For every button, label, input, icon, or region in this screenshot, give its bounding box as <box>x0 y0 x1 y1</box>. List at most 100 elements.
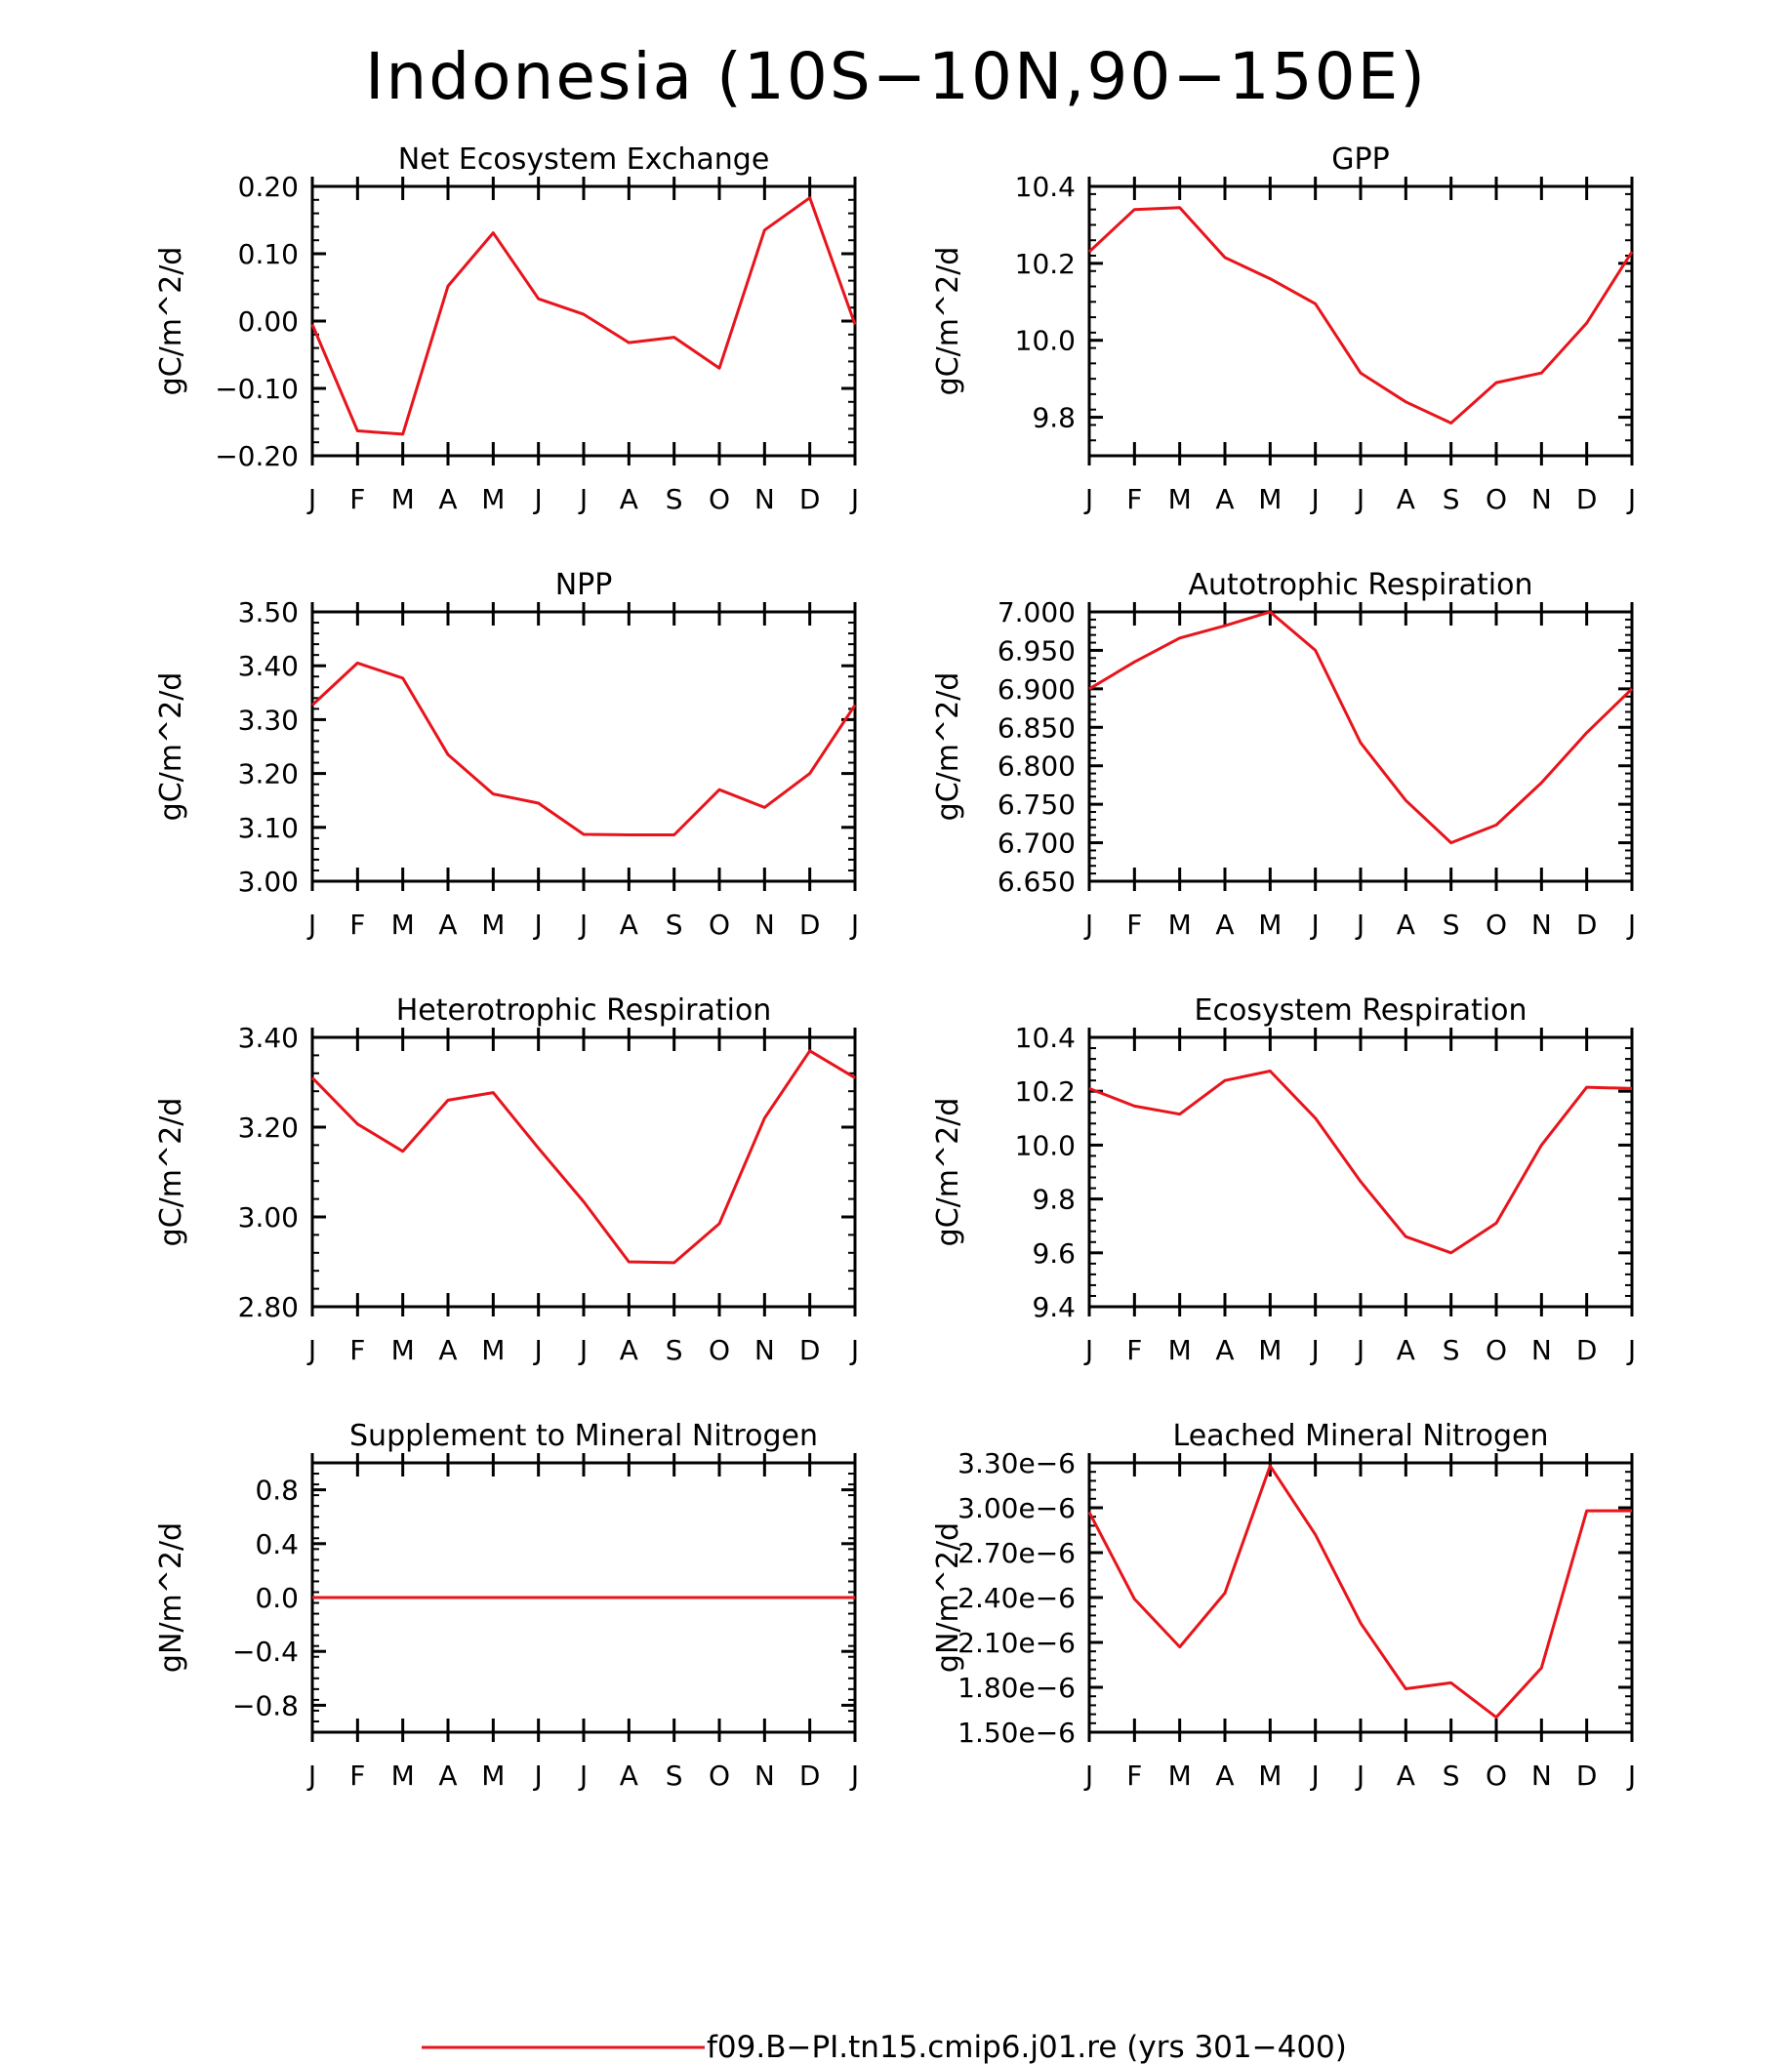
y-axis-label: gC/m^2/d <box>154 1098 188 1247</box>
y-tick-label: 3.40 <box>238 1022 299 1054</box>
x-tick-label: J <box>1626 1760 1636 1792</box>
y-tick-label: 6.800 <box>998 750 1076 783</box>
x-tick-label: M <box>481 483 505 515</box>
x-tick-label: J <box>1310 1760 1320 1792</box>
series-line <box>1087 1464 1632 1720</box>
y-tick-label: 0.8 <box>255 1475 299 1507</box>
plot-frame <box>1087 1461 1634 1734</box>
x-tick-label: M <box>1168 1334 1192 1366</box>
plot-frame <box>310 1035 857 1309</box>
y-tick-label: 2.10e−6 <box>957 1627 1076 1659</box>
y-tick-label: 10.4 <box>1015 1022 1076 1054</box>
x-tick-label: N <box>1531 483 1552 515</box>
x-tick-label: J <box>849 483 859 515</box>
y-tick-label: 10.2 <box>1015 248 1076 280</box>
x-tick-label: J <box>533 909 543 941</box>
plot-frame <box>1087 1035 1634 1309</box>
x-tick-label: F <box>1126 909 1142 941</box>
x-tick-label: O <box>1486 1760 1507 1792</box>
y-tick-label: 3.00e−6 <box>957 1492 1076 1524</box>
x-tick-label: S <box>1443 1760 1460 1792</box>
x-tick-label: A <box>1397 1334 1415 1366</box>
x-tick-label: J <box>1355 483 1364 515</box>
y-tick-label: 1.80e−6 <box>957 1672 1076 1704</box>
y-tick-label: 9.4 <box>1032 1291 1076 1323</box>
series-line <box>1088 610 1634 845</box>
y-tick-label: 6.700 <box>998 828 1076 860</box>
y-tick-label: 10.0 <box>1015 325 1076 357</box>
x-tick-label: F <box>349 1760 365 1792</box>
plot-frame <box>310 610 857 883</box>
x-tick-label: M <box>1168 1760 1192 1792</box>
x-tick-label: J <box>1083 909 1093 941</box>
chart-title: Supplement to Mineral Nitrogen <box>349 1419 818 1453</box>
chart-title: Net Ecosystem Exchange <box>398 142 770 177</box>
x-tick-label: M <box>1168 483 1192 515</box>
y-axis-label: gN/m^2/d <box>154 1522 188 1673</box>
x-tick-label: J <box>306 483 316 515</box>
y-tick-label: 6.850 <box>998 711 1076 744</box>
x-tick-label: M <box>481 1334 505 1366</box>
x-tick-label: J <box>1355 1334 1364 1366</box>
y-tick-label: −0.10 <box>215 373 299 405</box>
y-tick-label: 6.650 <box>998 866 1076 898</box>
x-tick-label: M <box>1258 483 1282 515</box>
x-tick-label: M <box>391 1760 415 1792</box>
x-tick-label: M <box>1168 909 1192 941</box>
x-tick-label: F <box>349 1334 365 1366</box>
x-tick-label: O <box>709 1334 730 1366</box>
x-tick-label: F <box>349 909 365 941</box>
chart-title: Ecosystem Respiration <box>1195 993 1527 1028</box>
x-tick-label: D <box>1576 483 1598 515</box>
x-tick-label: J <box>1310 909 1320 941</box>
x-tick-label: A <box>620 1334 638 1366</box>
x-tick-label: N <box>1531 1334 1552 1366</box>
x-tick-label: M <box>391 1334 415 1366</box>
x-tick-label: J <box>1310 483 1320 515</box>
x-tick-label: O <box>1486 909 1507 941</box>
x-tick-label: A <box>1215 1760 1234 1792</box>
x-tick-label: N <box>754 1760 775 1792</box>
x-tick-label: J <box>1083 1760 1093 1792</box>
series-line <box>310 661 857 836</box>
y-tick-label: 3.40 <box>238 650 299 682</box>
x-tick-label: M <box>481 1760 505 1792</box>
y-tick-label: 0.4 <box>255 1528 299 1560</box>
y-tick-label: 6.750 <box>998 789 1076 821</box>
y-axis-label: gC/m^2/d <box>931 672 965 822</box>
x-tick-label: S <box>1443 1334 1460 1366</box>
y-tick-label: −0.8 <box>232 1689 299 1721</box>
x-tick-label: J <box>849 1334 859 1366</box>
x-tick-label: J <box>306 1334 316 1366</box>
x-tick-label: M <box>1258 1760 1282 1792</box>
x-tick-label: A <box>438 1334 457 1366</box>
x-tick-label: A <box>1215 909 1234 941</box>
x-tick-label: O <box>709 1760 730 1792</box>
x-tick-label: J <box>578 909 588 941</box>
series-line <box>310 1049 856 1265</box>
x-tick-label: M <box>391 483 415 515</box>
chart-title: Heterotrophic Respiration <box>396 993 772 1028</box>
x-tick-label: M <box>391 909 415 941</box>
x-tick-label: J <box>1083 483 1093 515</box>
x-tick-label: D <box>1576 1334 1598 1366</box>
chart-title: NPP <box>555 568 613 602</box>
x-tick-label: S <box>1443 483 1460 515</box>
x-tick-label: J <box>849 909 859 941</box>
x-tick-label: D <box>799 909 821 941</box>
y-axis-label: gN/m^2/d <box>931 1522 965 1673</box>
y-tick-label: −0.20 <box>215 440 299 472</box>
chart-title: Autotrophic Respiration <box>1188 568 1532 602</box>
y-tick-label: 3.30 <box>238 704 299 736</box>
x-tick-label: S <box>666 1760 683 1792</box>
x-tick-label: J <box>533 483 543 515</box>
x-tick-label: J <box>533 1334 543 1366</box>
series-line <box>310 196 857 436</box>
x-tick-label: J <box>533 1760 543 1792</box>
y-tick-label: 10.4 <box>1015 171 1076 203</box>
y-tick-label: 0.0 <box>255 1582 299 1614</box>
